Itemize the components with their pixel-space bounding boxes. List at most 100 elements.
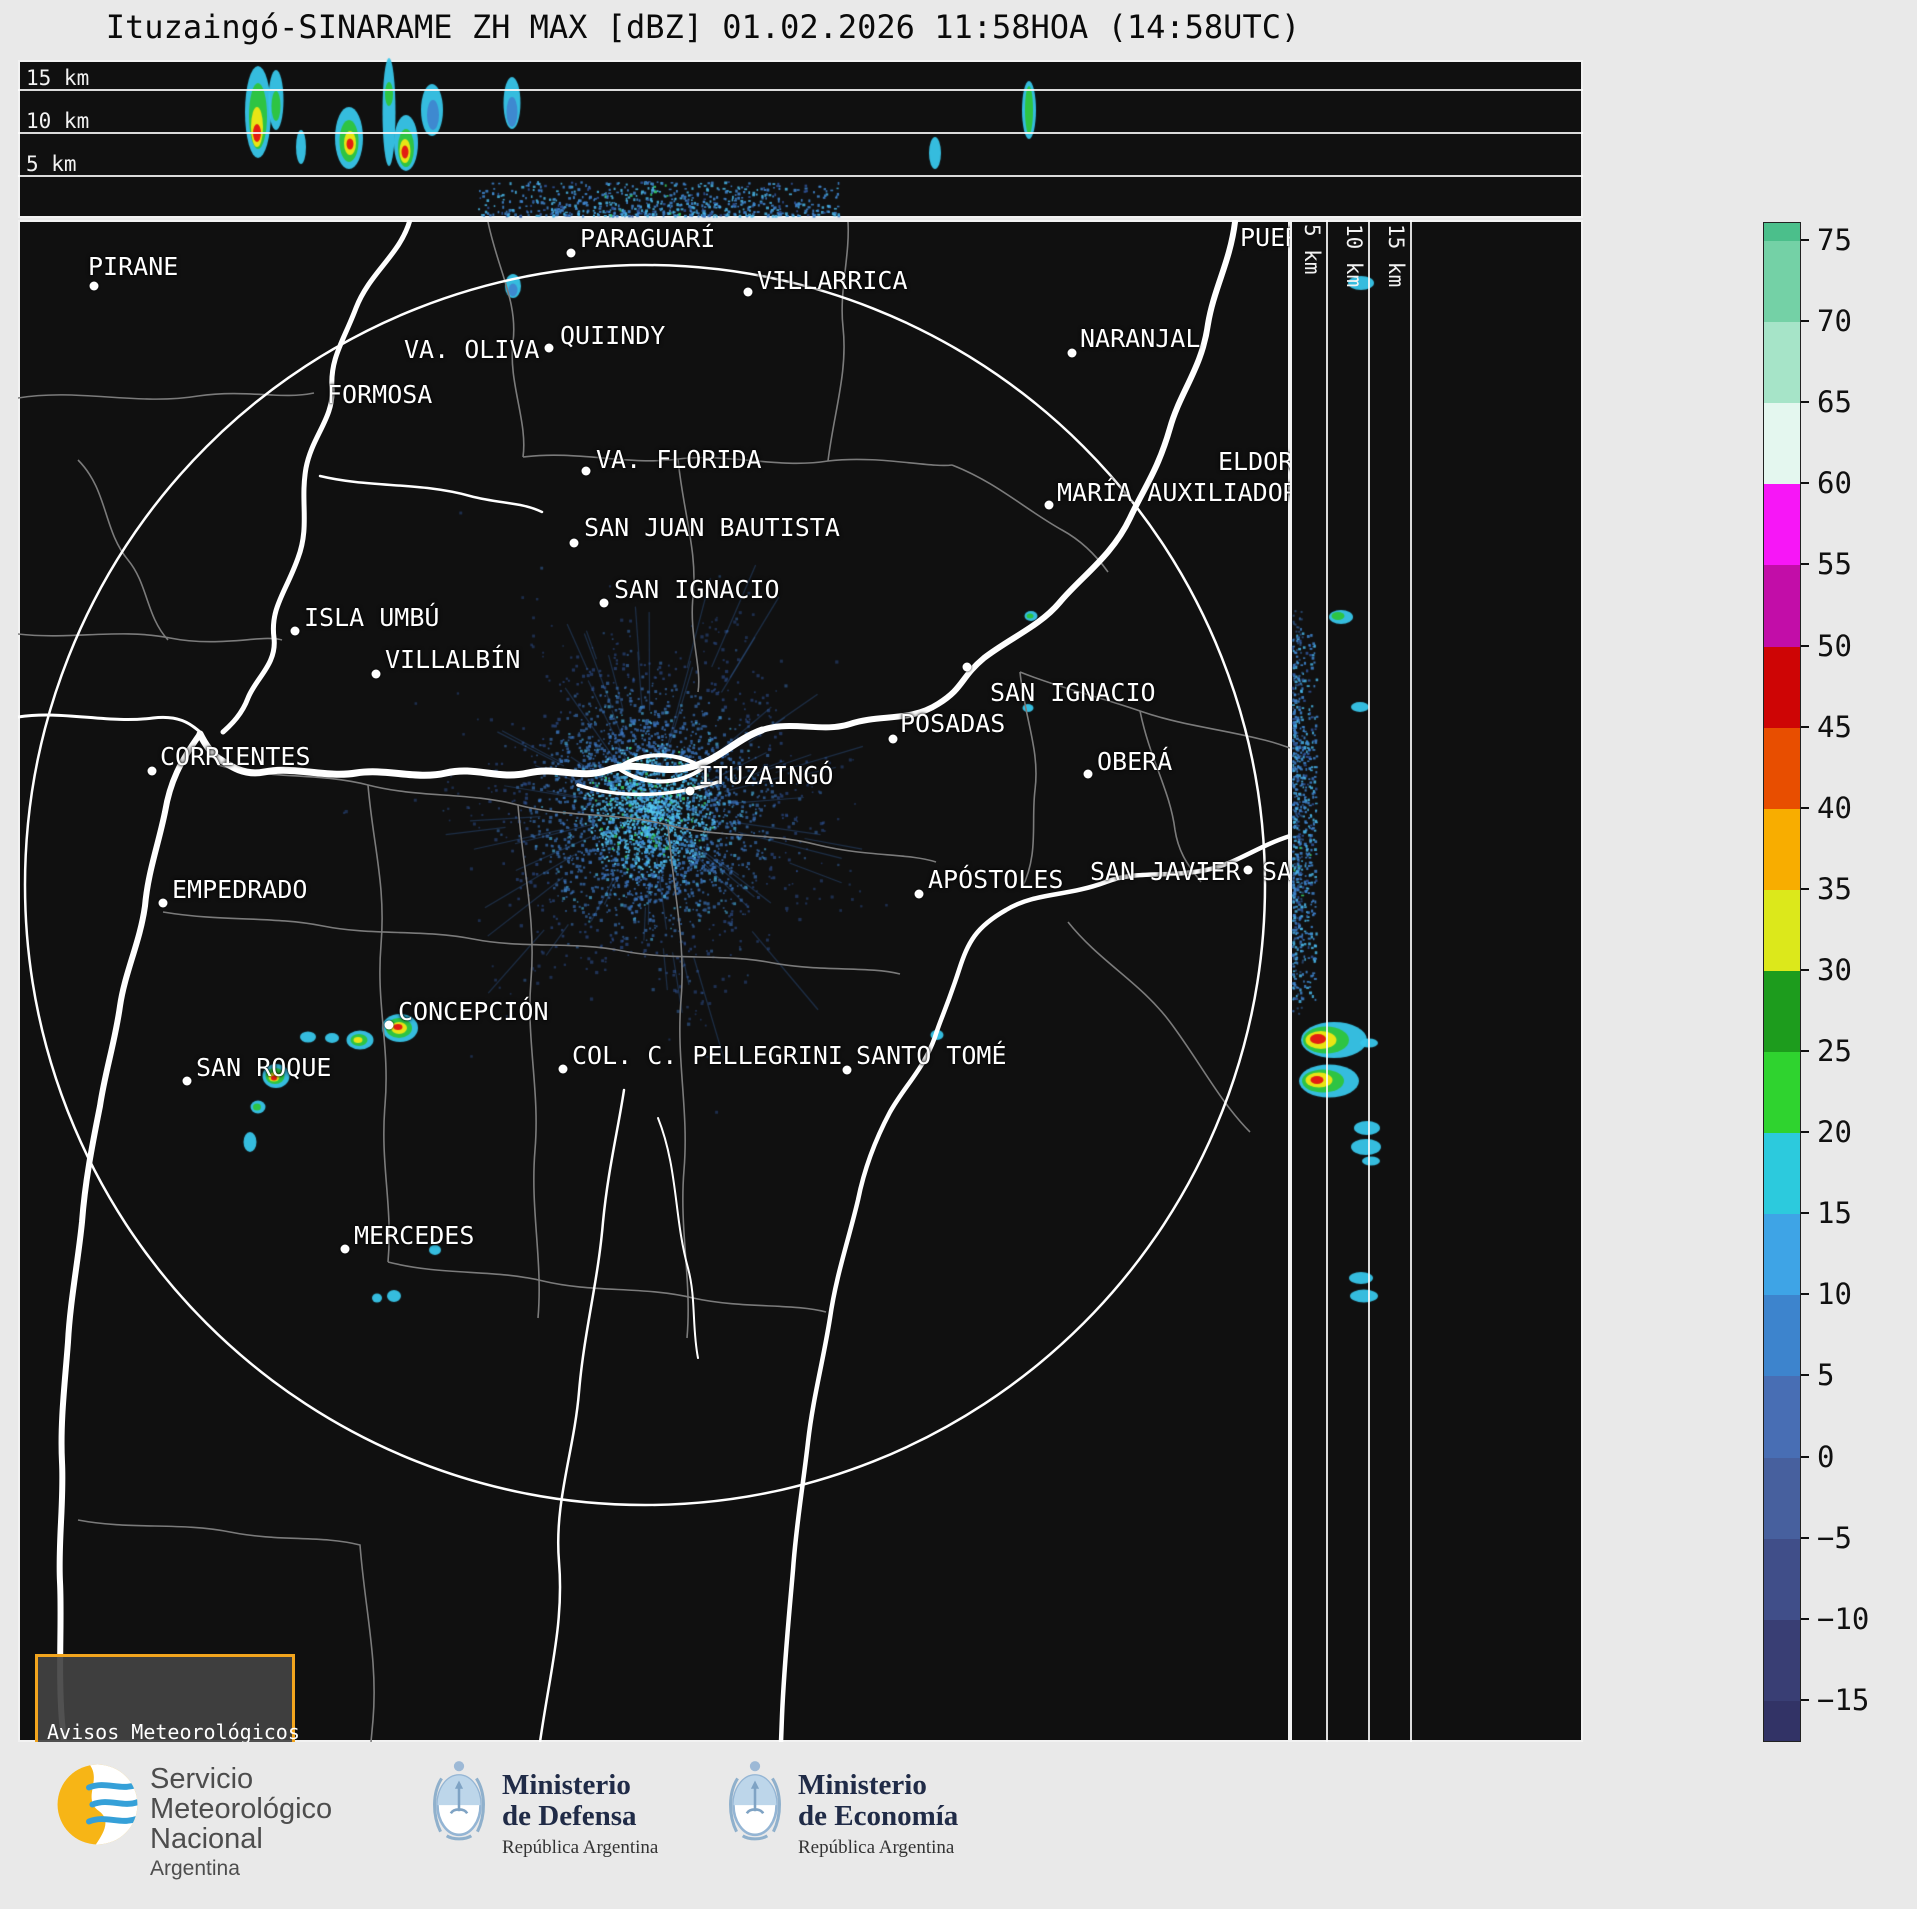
city-label: OBERÁ [1097, 747, 1173, 776]
city-label: VA. FLORIDA [596, 445, 762, 474]
colorbar-tick [1801, 239, 1809, 241]
grid-line-10km [18, 132, 1583, 134]
river-parana-upper [759, 220, 1238, 733]
smn-line: Servicio [150, 1763, 254, 1795]
city-label: VILLALBÍN [385, 645, 521, 674]
colorbar-tick [1801, 1455, 1809, 1458]
city-dot [147, 766, 157, 776]
escudo-defensa-icon [428, 1758, 490, 1844]
city-label: PIRANE [88, 252, 179, 281]
admin-boundaries [18, 221, 1290, 1742]
city-label: CONCEPCIÓN [398, 997, 549, 1026]
colorbar-tick-label: 20 [1817, 1115, 1852, 1150]
river-paraguay [220, 220, 413, 735]
city-label: PUERTO RICO [1240, 223, 1290, 252]
ministerio-defensa: Ministerio de Defensa República Argentin… [502, 1770, 658, 1859]
city-label: SANTO TOMÉ [856, 1041, 1007, 1070]
axis-label-5km: 5 km [1300, 224, 1324, 275]
colorbar-tick-label: 15 [1817, 1196, 1852, 1231]
colorbar-tick [1801, 968, 1809, 971]
city-dot [962, 662, 972, 672]
colorbar-tick [1801, 887, 1809, 890]
city-dot [1044, 500, 1054, 510]
city-label: PARAGUARÍ [580, 224, 716, 253]
river-tributary-2 [538, 1088, 626, 1742]
colorbar-tick-label: 45 [1817, 709, 1852, 744]
city-label: FORMOSA [327, 380, 433, 409]
colorbar-tick-label: 5 [1817, 1358, 1835, 1393]
rivers [18, 220, 1290, 1742]
ministry-subtitle: República Argentina [502, 1837, 659, 1858]
colorbar-tick [1801, 1374, 1809, 1377]
city-dot [544, 343, 554, 353]
river-parana-middle [196, 726, 766, 779]
city-label: NARANJAL [1080, 324, 1201, 353]
city-dot [685, 786, 695, 796]
city-dot [743, 287, 753, 297]
colorbar-tick [1801, 401, 1809, 404]
city-dot [558, 1064, 568, 1074]
city-label: VILLARRICA [757, 266, 908, 295]
grid-line-15km [1410, 220, 1412, 1742]
colorbar-tick-label: 55 [1817, 547, 1852, 582]
top-profile-panel: 15 km 10 km 5 km [18, 60, 1583, 218]
axis-label-15km: 15 km [1384, 224, 1408, 288]
ministry-name: Ministerio [798, 1769, 927, 1801]
radar-map-panel: PIRANE PARAGUARÍ VILLARRICA QUIINDY VA. OLIV… [18, 220, 1290, 1742]
ministry-subtitle: República Argentina [798, 1837, 955, 1858]
map-geography [18, 220, 1290, 1742]
smn-wordmark: Servicio Meteorológico Nacional Argentin… [150, 1764, 332, 1881]
city-dot [599, 598, 609, 608]
colorbar-tick-label: 60 [1817, 466, 1852, 501]
city-dot [371, 669, 381, 679]
colorbar-tick-label: 30 [1817, 952, 1852, 987]
grid-line-5km [1326, 220, 1328, 1742]
city-label: EMPEDRADO [172, 875, 308, 904]
city-label: COL. C. PELLEGRINI [572, 1041, 843, 1070]
city-dot [842, 1065, 852, 1075]
river-braid [576, 780, 720, 797]
city-dot [1067, 348, 1077, 358]
ministry-name: de Defensa [502, 1800, 637, 1832]
axis-label-10km: 10 km [26, 109, 90, 133]
city-label: MARÍA AUXILIADORA [1057, 478, 1290, 507]
city-label: SAN IGNACIO [990, 678, 1156, 707]
colorbar-tick [1801, 1050, 1809, 1052]
colorbar-tick [1801, 1536, 1809, 1539]
city-dot [888, 734, 898, 744]
colorbar-tick [1801, 1293, 1809, 1296]
city-label: ISLA UMBÚ [304, 603, 440, 632]
ministry-name: Ministerio [502, 1769, 631, 1801]
colorbar-tick-label: −10 [1817, 1601, 1870, 1636]
range-circle [23, 263, 1267, 1507]
axis-label-15km: 15 km [26, 66, 90, 90]
city-label: MERCEDES [354, 1221, 475, 1250]
colorbar-tick-label: −15 [1817, 1682, 1870, 1717]
river-tributary-3 [657, 1117, 699, 1359]
colorbar-tick-label: 75 [1817, 223, 1852, 257]
city-dot [89, 281, 99, 291]
city-label: SAN JAVIER [1090, 857, 1241, 886]
colorbar-tick [1801, 644, 1809, 647]
grid-line-5km [18, 175, 1583, 177]
city-dot [566, 248, 576, 258]
city-label: SAN IGNACIO [614, 575, 780, 604]
colorbar-tick-label: 0 [1817, 1439, 1835, 1474]
colorbar-tick-label: 65 [1817, 385, 1852, 420]
page-title: Ituzaingó-SINARAME ZH MAX [dBZ] 01.02.20… [105, 8, 1301, 46]
city-label: QUIINDY [560, 321, 666, 350]
escudo-economia-icon [724, 1758, 786, 1844]
city-label: ITUZAINGÓ [698, 761, 834, 790]
ministerio-economia: Ministerio de Economía República Argenti… [798, 1770, 958, 1859]
colorbar-gradient [1763, 222, 1801, 1742]
river-parana-south [56, 731, 203, 1742]
city-dot [914, 889, 924, 899]
ministry-name: de Economía [798, 1800, 959, 1832]
grid-line-10km [1368, 220, 1370, 1742]
city-dot [182, 1076, 192, 1086]
right-profile-panel: 5 km 10 km 15 km [1290, 220, 1583, 1742]
smn-logo [55, 1762, 140, 1847]
colorbar-tick [1801, 1698, 1809, 1701]
colorbar-tick [1801, 1131, 1809, 1134]
